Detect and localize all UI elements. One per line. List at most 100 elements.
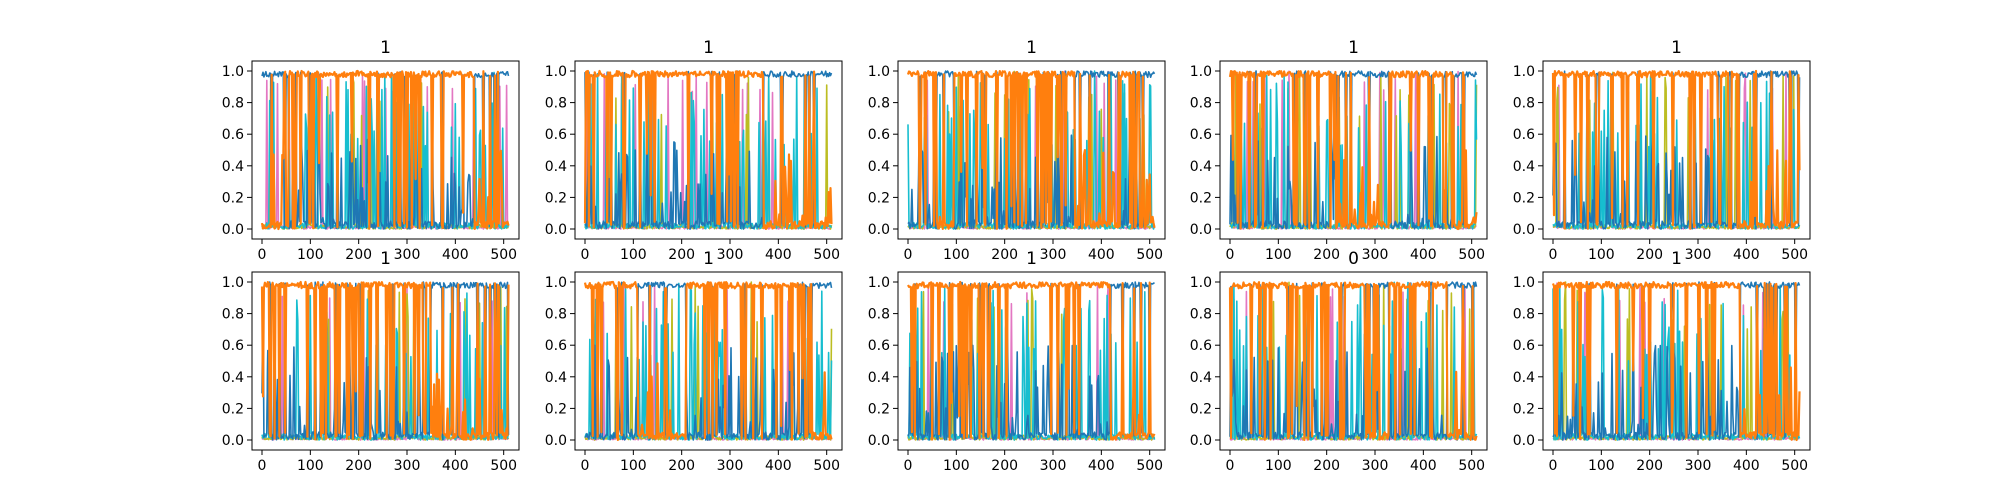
subplot-3: 0.0 0.2 0.4 0.6 0.8 1.0 0 100 200 300 400 500 1 bbox=[868, 38, 1166, 263]
y-tick-label: 1.0 bbox=[1513, 275, 1535, 291]
x-tick-label: 400 bbox=[1733, 458, 1760, 474]
x-tick-label: 100 bbox=[620, 458, 647, 474]
y-tick-label: 0.0 bbox=[222, 433, 244, 449]
x-tick-label: 300 bbox=[394, 458, 421, 474]
series-orange bbox=[1228, 280, 1478, 441]
y-tick-label: 0.6 bbox=[545, 127, 567, 143]
x-tick-label: 200 bbox=[668, 458, 695, 474]
x-tick-label: 500 bbox=[813, 247, 840, 263]
subplot-8: 0.0 0.2 0.4 0.6 0.8 1.0 0 100 200 300 400 500 1 bbox=[868, 249, 1166, 474]
axes-frame bbox=[1542, 60, 1811, 240]
y-tick-label: 0.6 bbox=[868, 127, 890, 143]
axes-frame bbox=[897, 60, 1166, 240]
subplot-title: 1 bbox=[380, 38, 391, 58]
x-tick-label: 200 bbox=[1313, 247, 1340, 263]
x-tick-label: 300 bbox=[1040, 247, 1067, 263]
y-tick-label: 0.2 bbox=[868, 190, 890, 206]
subplot-2: 0.0 0.2 0.4 0.6 0.8 1.0 0 100 200 300 400 500 1 bbox=[545, 38, 843, 263]
subplot-title: 1 bbox=[380, 249, 391, 269]
series-orange bbox=[907, 280, 1156, 441]
series-blue bbox=[1229, 70, 1478, 230]
x-tick-label: 100 bbox=[297, 247, 324, 263]
x-tick-label: 100 bbox=[1265, 247, 1292, 263]
y-tick-label: 1.0 bbox=[1190, 275, 1212, 291]
y-tick-label: 0.0 bbox=[1190, 222, 1212, 238]
x-tick-label: 500 bbox=[1458, 247, 1485, 263]
x-tick-label: 200 bbox=[1636, 247, 1663, 263]
series-blue bbox=[1552, 281, 1801, 441]
x-tick-label: 400 bbox=[1410, 247, 1437, 263]
plot-area bbox=[1551, 280, 1801, 442]
y-tick-label: 0.4 bbox=[1513, 159, 1535, 175]
series-orange bbox=[260, 69, 510, 231]
x-tick-label: 400 bbox=[1733, 247, 1760, 263]
subplot-5: 0.0 0.2 0.4 0.6 0.8 1.0 0 100 200 300 400 500 1 bbox=[1513, 38, 1811, 263]
subplot-title: 1 bbox=[1026, 249, 1037, 269]
x-tick-label: 200 bbox=[668, 247, 695, 263]
y-tick-label: 1.0 bbox=[1513, 64, 1535, 80]
axes-frame bbox=[251, 60, 520, 240]
y-tick-label: 0.4 bbox=[545, 370, 567, 386]
subplot-title: 0 bbox=[1348, 249, 1359, 269]
x-tick-label: 100 bbox=[943, 247, 970, 263]
x-tick-label: 0 bbox=[1549, 458, 1558, 474]
plot-area bbox=[583, 280, 833, 441]
y-tick-label: 0.4 bbox=[545, 159, 567, 175]
subplot-9: 0.0 0.2 0.4 0.6 0.8 1.0 0 100 200 300 400 500 0 bbox=[1190, 249, 1488, 474]
y-tick-label: 0.2 bbox=[868, 401, 890, 417]
y-tick-label: 0.2 bbox=[1513, 401, 1535, 417]
y-tick-label: 0.0 bbox=[1513, 222, 1535, 238]
y-tick-label: 1.0 bbox=[545, 64, 567, 80]
x-tick-label: 500 bbox=[490, 458, 517, 474]
series-orange bbox=[1551, 280, 1801, 442]
y-tick-label: 0.2 bbox=[1513, 190, 1535, 206]
x-tick-label: 200 bbox=[991, 247, 1018, 263]
x-tick-label: 400 bbox=[765, 247, 792, 263]
x-tick-label: 0 bbox=[581, 458, 590, 474]
x-tick-label: 0 bbox=[904, 458, 913, 474]
x-tick-label: 100 bbox=[1588, 247, 1615, 263]
y-tick-label: 0.4 bbox=[868, 159, 890, 175]
x-tick-label: 500 bbox=[1136, 458, 1163, 474]
y-tick-label: 0.6 bbox=[222, 127, 244, 143]
x-tick-label: 100 bbox=[943, 458, 970, 474]
x-tick-label: 400 bbox=[1088, 247, 1115, 263]
subplot-title: 1 bbox=[1671, 38, 1682, 58]
series-orange bbox=[906, 70, 1156, 230]
y-tick-label: 0.6 bbox=[1513, 127, 1535, 143]
x-tick-label: 200 bbox=[1313, 458, 1340, 474]
y-tick-label: 0.6 bbox=[868, 338, 890, 354]
x-tick-label: 300 bbox=[717, 458, 744, 474]
series-blue bbox=[907, 70, 1156, 230]
series-orange bbox=[1228, 70, 1478, 231]
x-tick-label: 500 bbox=[1781, 458, 1808, 474]
x-tick-label: 0 bbox=[1226, 458, 1235, 474]
subplot-1: 0.0 0.2 0.4 0.6 0.8 1.0 0 100 200 300 400 500 1 bbox=[222, 38, 520, 263]
x-tick-label: 500 bbox=[1136, 247, 1163, 263]
y-tick-label: 0.4 bbox=[1513, 370, 1535, 386]
y-tick-label: 0.8 bbox=[1513, 307, 1535, 323]
series-cyan bbox=[261, 71, 510, 230]
series-blue bbox=[1552, 70, 1801, 230]
subplot-6: 0.0 0.2 0.4 0.6 0.8 1.0 0 100 200 300 400 500 1 bbox=[222, 249, 520, 474]
x-tick-label: 0 bbox=[1226, 247, 1235, 263]
series-orange bbox=[1551, 69, 1801, 230]
y-tick-label: 0.0 bbox=[868, 433, 890, 449]
y-tick-label: 0.8 bbox=[1190, 307, 1212, 323]
subplot-title: 1 bbox=[703, 249, 714, 269]
y-tick-label: 0.0 bbox=[545, 433, 567, 449]
y-tick-label: 0.8 bbox=[545, 96, 567, 112]
series-blue bbox=[261, 281, 510, 441]
x-tick-label: 300 bbox=[717, 247, 744, 263]
x-tick-label: 400 bbox=[765, 458, 792, 474]
y-tick-label: 0.8 bbox=[1513, 96, 1535, 112]
subplot-7: 0.0 0.2 0.4 0.6 0.8 1.0 0 100 200 300 400 500 1 bbox=[545, 249, 843, 474]
x-tick-label: 300 bbox=[1362, 458, 1389, 474]
plot-area bbox=[260, 69, 510, 231]
series-blue bbox=[261, 70, 510, 230]
y-tick-label: 0.4 bbox=[222, 370, 244, 386]
x-tick-label: 0 bbox=[1549, 247, 1558, 263]
x-tick-label: 0 bbox=[904, 247, 913, 263]
x-tick-label: 300 bbox=[394, 247, 421, 263]
plot-area bbox=[1228, 70, 1478, 231]
